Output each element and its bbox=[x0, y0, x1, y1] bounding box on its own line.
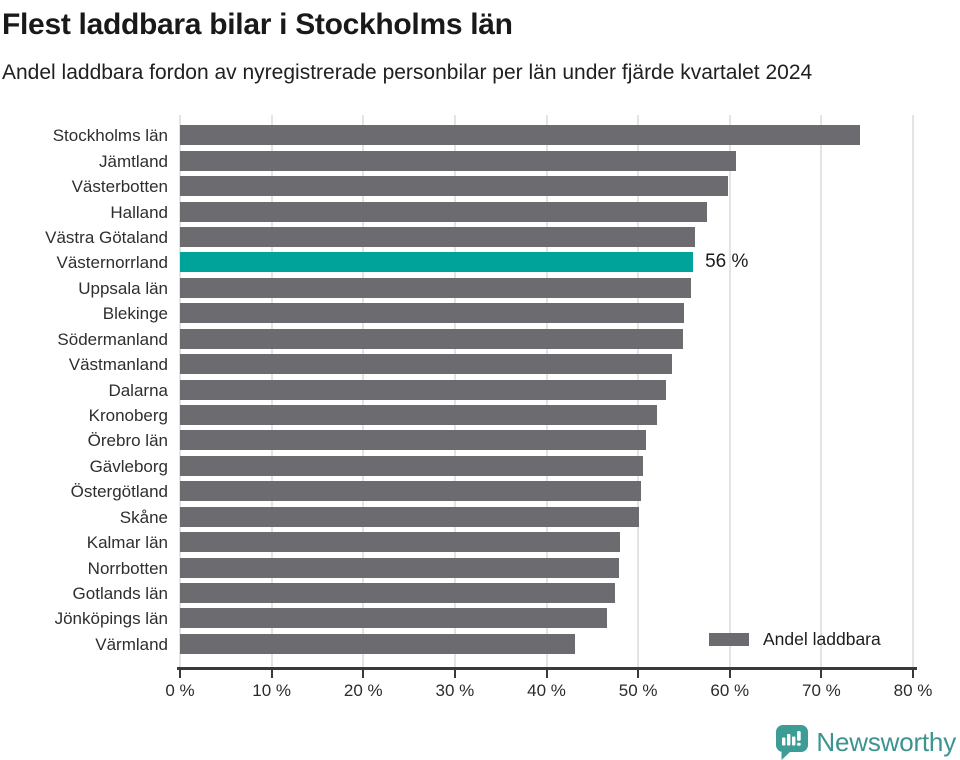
y-label-gävleborg: Gävleborg bbox=[89, 456, 168, 476]
legend: Andel laddbara bbox=[709, 629, 881, 650]
x-tick-label-30: 30 % bbox=[435, 681, 475, 700]
y-label-kronoberg: Kronoberg bbox=[88, 406, 168, 426]
bar-norrbotten bbox=[180, 557, 619, 578]
chart-title: Flest laddbara bilar i Stockholms län bbox=[2, 8, 513, 41]
x-tick-label-0: 0 % bbox=[165, 681, 195, 700]
x-tick-mark-10 bbox=[270, 670, 273, 678]
newsworthy-speech-bubble-chart-icon bbox=[776, 725, 809, 760]
legend-swatch bbox=[709, 633, 749, 646]
chart-subtitle: Andel laddbara fordon av nyregistrerade … bbox=[2, 61, 813, 84]
y-label-blekinge: Blekinge bbox=[102, 304, 168, 324]
y-label-västernorrland: Västernorrland bbox=[56, 253, 168, 273]
y-label-örebro-län: Örebro län bbox=[87, 431, 168, 451]
highlight-value-label: 56 % bbox=[705, 251, 749, 273]
y-label-södermanland: Södermanland bbox=[57, 329, 168, 349]
x-tick-label-60: 60 % bbox=[710, 681, 750, 700]
y-label-kalmar-län: Kalmar län bbox=[86, 533, 168, 553]
gridline-70 bbox=[820, 115, 823, 668]
y-label-östergötland: Östergötland bbox=[70, 482, 168, 502]
y-label-halland: Halland bbox=[110, 202, 168, 222]
bar-södermanland bbox=[180, 328, 684, 349]
y-label-västra-götaland: Västra Götaland bbox=[45, 228, 168, 248]
y-label-värmland: Värmland bbox=[95, 634, 168, 654]
y-label-västmanland: Västmanland bbox=[68, 355, 168, 375]
x-axis-line bbox=[177, 667, 917, 670]
gridline-80 bbox=[912, 115, 914, 668]
bar-östergötland bbox=[180, 481, 641, 502]
bar-kronoberg bbox=[180, 405, 658, 426]
x-tick-mark-50 bbox=[637, 670, 640, 678]
x-tick-label-50: 50 % bbox=[618, 681, 658, 700]
x-tick-mark-40 bbox=[545, 670, 548, 678]
bar-stockholms-län bbox=[180, 125, 860, 146]
bar-skåne bbox=[180, 506, 640, 527]
bar-gävleborg bbox=[180, 455, 643, 476]
x-tick-label-20: 20 % bbox=[343, 681, 383, 700]
bar-örebro-län bbox=[180, 430, 647, 451]
plot-area: 56 % bbox=[179, 115, 914, 668]
bar-värmland bbox=[180, 633, 575, 654]
legend-label: Andel laddbara bbox=[763, 629, 881, 649]
y-label-jönköpings-län: Jönköpings län bbox=[54, 609, 168, 629]
x-tick-mark-20 bbox=[362, 670, 365, 678]
bar-blekinge bbox=[180, 303, 684, 324]
x-tick-mark-80 bbox=[912, 670, 914, 678]
gridline-60 bbox=[728, 115, 731, 668]
y-label-skåne: Skåne bbox=[119, 507, 168, 527]
bar-dalarna bbox=[180, 379, 666, 400]
y-axis-labels: Stockholms län Jämtland Västerbotten Hallan… bbox=[0, 115, 168, 668]
y-label-västerbotten: Västerbotten bbox=[71, 177, 168, 197]
y-label-stockholms-län: Stockholms län bbox=[52, 126, 168, 146]
x-tick-mark-0 bbox=[179, 670, 181, 678]
bar-västmanland bbox=[180, 354, 673, 375]
bar-kalmar-län bbox=[180, 532, 620, 553]
x-tick-label-40: 40 % bbox=[527, 681, 566, 700]
bar-halland bbox=[180, 201, 707, 222]
y-label-dalarna: Dalarna bbox=[108, 380, 168, 400]
y-label-norrbotten: Norrbotten bbox=[87, 558, 168, 578]
y-label-gotlands-län: Gotlands län bbox=[72, 584, 168, 604]
x-tick-mark-70 bbox=[820, 670, 823, 678]
x-tick-label-10: 10 % bbox=[252, 681, 291, 700]
y-label-jämtland: Jämtland bbox=[99, 151, 168, 171]
y-label-uppsala-län: Uppsala län bbox=[78, 278, 168, 298]
x-tick-label-70: 70 % bbox=[802, 681, 841, 700]
bar-jämtland bbox=[180, 150, 737, 171]
x-tick-label-80: 80 % bbox=[893, 681, 933, 700]
bar-västerbotten bbox=[180, 176, 728, 197]
bar-jönköpings-län bbox=[180, 608, 607, 629]
bar-västra-götaland bbox=[180, 227, 695, 248]
x-tick-mark-30 bbox=[453, 670, 456, 678]
x-tick-mark-60 bbox=[728, 670, 731, 678]
newsworthy-brand-logo[interactable]: Newsworthy bbox=[774, 724, 956, 760]
bar-gotlands-län bbox=[180, 583, 616, 604]
brand-name: Newsworthy bbox=[816, 727, 956, 757]
bar-uppsala-län bbox=[180, 277, 692, 298]
bar-västernorrland bbox=[180, 252, 694, 273]
